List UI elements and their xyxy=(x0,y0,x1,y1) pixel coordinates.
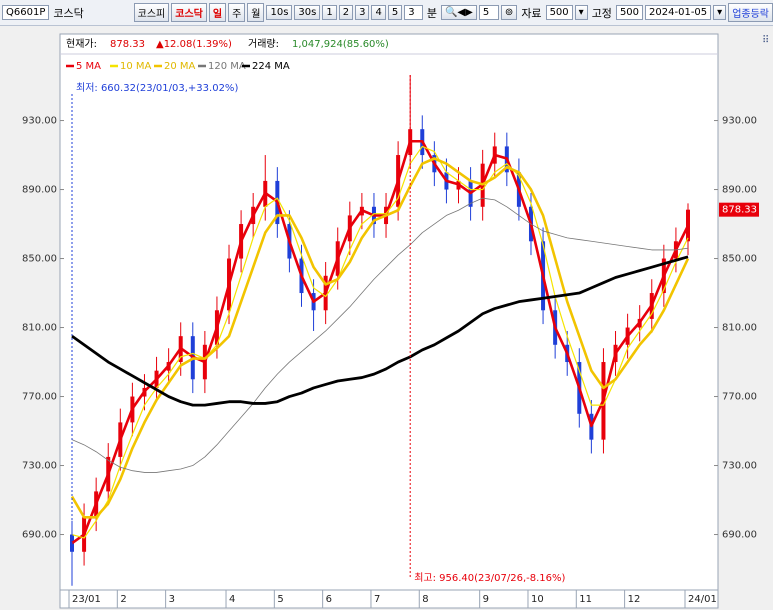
chart: 현재가: 878.33 ▲12.08(1.39%) 거래량: 1,047,924… xyxy=(22,33,769,609)
period-button[interactable]: 주 xyxy=(228,3,246,22)
toolbar: Q6601P 코스닥 코스피 코스닥 일 주 월 10s 30s 1 2 3 4… xyxy=(0,0,773,26)
ma-line xyxy=(71,139,690,545)
date-field[interactable]: 2024-01-05 xyxy=(645,5,712,20)
data-label: 자료 xyxy=(521,6,542,20)
legend-label: 224 MA xyxy=(252,61,290,72)
price-change: ▲12.08(1.39%) xyxy=(156,39,232,50)
price-tag-label: 878.33 xyxy=(722,205,757,216)
tab[interactable]: 코스피 xyxy=(133,3,170,22)
x-tick-label: 23/01 xyxy=(72,594,101,605)
x-tick-label: 3 xyxy=(169,594,175,605)
minute-input[interactable]: 3 xyxy=(404,5,423,20)
legend-label: 10 MA xyxy=(120,61,152,72)
chart-panel xyxy=(59,33,719,609)
ma-line xyxy=(71,145,689,539)
y-tick-label: 890.00 xyxy=(22,185,57,196)
x-tick-label: 9 xyxy=(483,594,489,605)
dropdown[interactable]: ▾ xyxy=(713,5,727,20)
y2-tick-label: 770.00 xyxy=(722,392,757,403)
price-value: 878.33 xyxy=(110,39,145,50)
dropdown[interactable]: ▾ xyxy=(574,5,588,20)
price-tag xyxy=(719,202,759,217)
x-tick-label: 12 xyxy=(628,594,641,605)
period-button[interactable]: 3 xyxy=(355,5,370,20)
y2-tick-label: 730.00 xyxy=(722,461,757,472)
legend-label: 5 MA xyxy=(76,61,101,72)
market-name: 코스닥 xyxy=(53,6,84,20)
y2-tick-label: 810.00 xyxy=(722,323,757,334)
period-button[interactable]: 10s xyxy=(266,5,293,20)
step-input[interactable]: 5 xyxy=(478,5,499,20)
fixed-label: 고정 xyxy=(591,6,612,20)
ma-line xyxy=(71,255,689,407)
x-tick-label: 6 xyxy=(326,594,332,605)
y-tick-label: 770.00 xyxy=(22,392,57,403)
price-label: 현재가: xyxy=(66,38,97,50)
volume-value: 1,047,924(85.60%) xyxy=(292,39,389,50)
period-button[interactable]: 30s xyxy=(294,5,321,20)
x-tick-label: 24/01 xyxy=(688,594,717,605)
x-tick-label: 8 xyxy=(422,594,428,605)
y2-tick-label: 930.00 xyxy=(722,116,757,127)
x-tick-label: 7 xyxy=(374,594,380,605)
minute-unit: 분 xyxy=(426,6,437,20)
ma-line xyxy=(71,197,689,473)
y2-tick-label: 850.00 xyxy=(722,254,757,265)
period-button[interactable]: 월 xyxy=(247,3,265,22)
volume-label: 거래량: xyxy=(248,38,279,50)
period-button[interactable]: 2 xyxy=(338,5,354,20)
x-tick-label: 4 xyxy=(229,594,235,605)
legend-label: 120 MA xyxy=(208,61,246,72)
menu-icon[interactable]: ⠿ xyxy=(762,35,769,46)
x-tick-label: 5 xyxy=(277,594,283,605)
code-field[interactable]: Q6601P xyxy=(2,5,50,20)
x-tick-label: 10 xyxy=(531,594,544,605)
ma-line xyxy=(70,157,690,519)
y-tick-label: 850.00 xyxy=(22,254,57,265)
period-button[interactable]: 일 xyxy=(208,3,227,22)
zoom-button[interactable]: 🔍◀▶ xyxy=(440,5,477,20)
fixed-count[interactable]: 500 xyxy=(615,5,644,20)
y-tick-label: 730.00 xyxy=(22,461,57,472)
sector-button[interactable]: 업종등락 xyxy=(728,3,773,22)
period-button[interactable]: 4 xyxy=(371,5,386,20)
y-tick-label: 930.00 xyxy=(22,116,57,127)
legend-label: 20 MA xyxy=(164,61,196,72)
low-annotation: 최저: 660.32(23/01/03,+33.02%) xyxy=(76,82,238,94)
settings-button[interactable]: ⊚ xyxy=(500,5,518,20)
high-annotation: 최고: 956.40(23/07/26,-8.16%) xyxy=(414,572,565,584)
candle-body xyxy=(686,209,690,242)
y-tick-label: 810.00 xyxy=(22,323,57,334)
tab[interactable]: 코스닥 xyxy=(171,3,207,22)
period-button[interactable]: 5 xyxy=(387,5,403,20)
y-tick-label: 690.00 xyxy=(22,530,57,541)
y2-tick-label: 890.00 xyxy=(722,185,757,196)
x-tick-label: 11 xyxy=(579,594,592,605)
data-count[interactable]: 500 xyxy=(545,5,573,20)
x-tick-label: 2 xyxy=(120,594,126,605)
y2-tick-label: 690.00 xyxy=(722,530,757,541)
period-button[interactable]: 1 xyxy=(322,5,337,20)
